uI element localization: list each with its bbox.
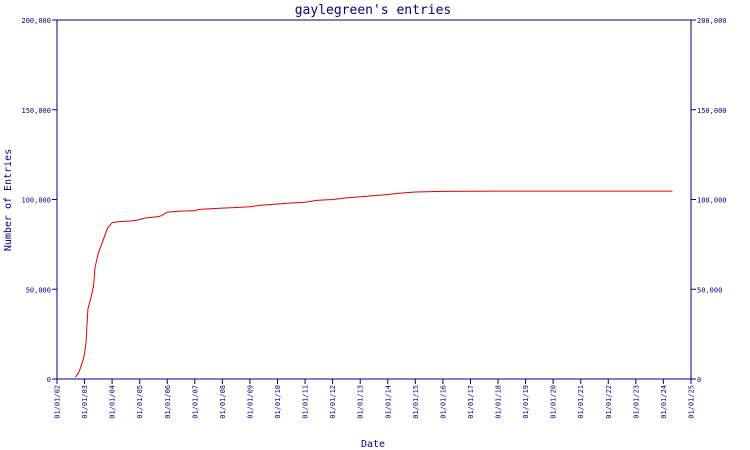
y-tick-label: 200,000 xyxy=(21,17,51,25)
x-tick-label: 01/01/05 xyxy=(136,385,144,419)
x-tick-label: 01/01/15 xyxy=(412,385,420,419)
y-tick-label: 200,000 xyxy=(697,17,727,25)
series-line xyxy=(74,190,673,378)
x-tick-label: 01/01/18 xyxy=(495,385,503,419)
x-axis: 01/01/02 01/01/03 01/01/04 01/01/05 01/01/06… xyxy=(54,379,696,419)
x-tick-label: 01/01/04 xyxy=(109,385,117,419)
x-tick-label: 01/01/08 xyxy=(219,385,227,419)
x-tick-label: 01/01/06 xyxy=(164,385,172,419)
x-tick-label: 01/01/11 xyxy=(302,385,310,419)
x-tick-label: 01/01/24 xyxy=(660,385,668,419)
x-axis-title: Date xyxy=(361,439,385,450)
x-tick-label: 01/01/23 xyxy=(632,385,640,419)
y-tick-label: 100,000 xyxy=(697,197,727,205)
x-tick-label: 01/01/13 xyxy=(357,385,365,419)
x-tick-label: 01/01/22 xyxy=(605,385,613,419)
x-tick-label: 01/01/16 xyxy=(439,385,447,419)
y-tick-label: 50,000 xyxy=(26,286,51,294)
x-tick-label: 01/01/10 xyxy=(274,385,282,419)
plot-area xyxy=(56,19,692,380)
y-tick-label: 150,000 xyxy=(21,107,51,115)
y-axis-title: Number of Entries xyxy=(3,149,14,251)
x-tick-label: 01/01/25 xyxy=(688,385,696,419)
y-tick-label: 0 xyxy=(697,376,701,384)
x-tick-label: 01/01/09 xyxy=(246,385,254,419)
y-tick-label: 0 xyxy=(47,376,51,384)
x-tick-label: 01/01/03 xyxy=(81,385,89,419)
x-tick-label: 01/01/21 xyxy=(577,385,585,419)
x-tick-label: 01/01/19 xyxy=(522,385,530,419)
chart-title: gaylegreen's entries xyxy=(295,3,452,18)
x-tick-label: 01/01/12 xyxy=(329,385,337,419)
x-tick-label: 01/01/20 xyxy=(550,385,558,419)
x-tick-label: 01/01/07 xyxy=(191,385,199,419)
y-tick-label: 100,000 xyxy=(21,197,51,205)
x-tick-label: 01/01/14 xyxy=(384,385,392,419)
y-tick-label: 150,000 xyxy=(697,107,727,115)
y-axis-left: 0 50,000 100,000 150,000 200,000 xyxy=(21,17,57,384)
y-axis-right: 0 50,000 100,000 150,000 200,000 xyxy=(691,17,727,384)
x-tick-label: 01/01/02 xyxy=(54,385,62,419)
y-tick-label: 50,000 xyxy=(697,286,722,294)
x-tick-label: 01/01/17 xyxy=(467,385,475,419)
